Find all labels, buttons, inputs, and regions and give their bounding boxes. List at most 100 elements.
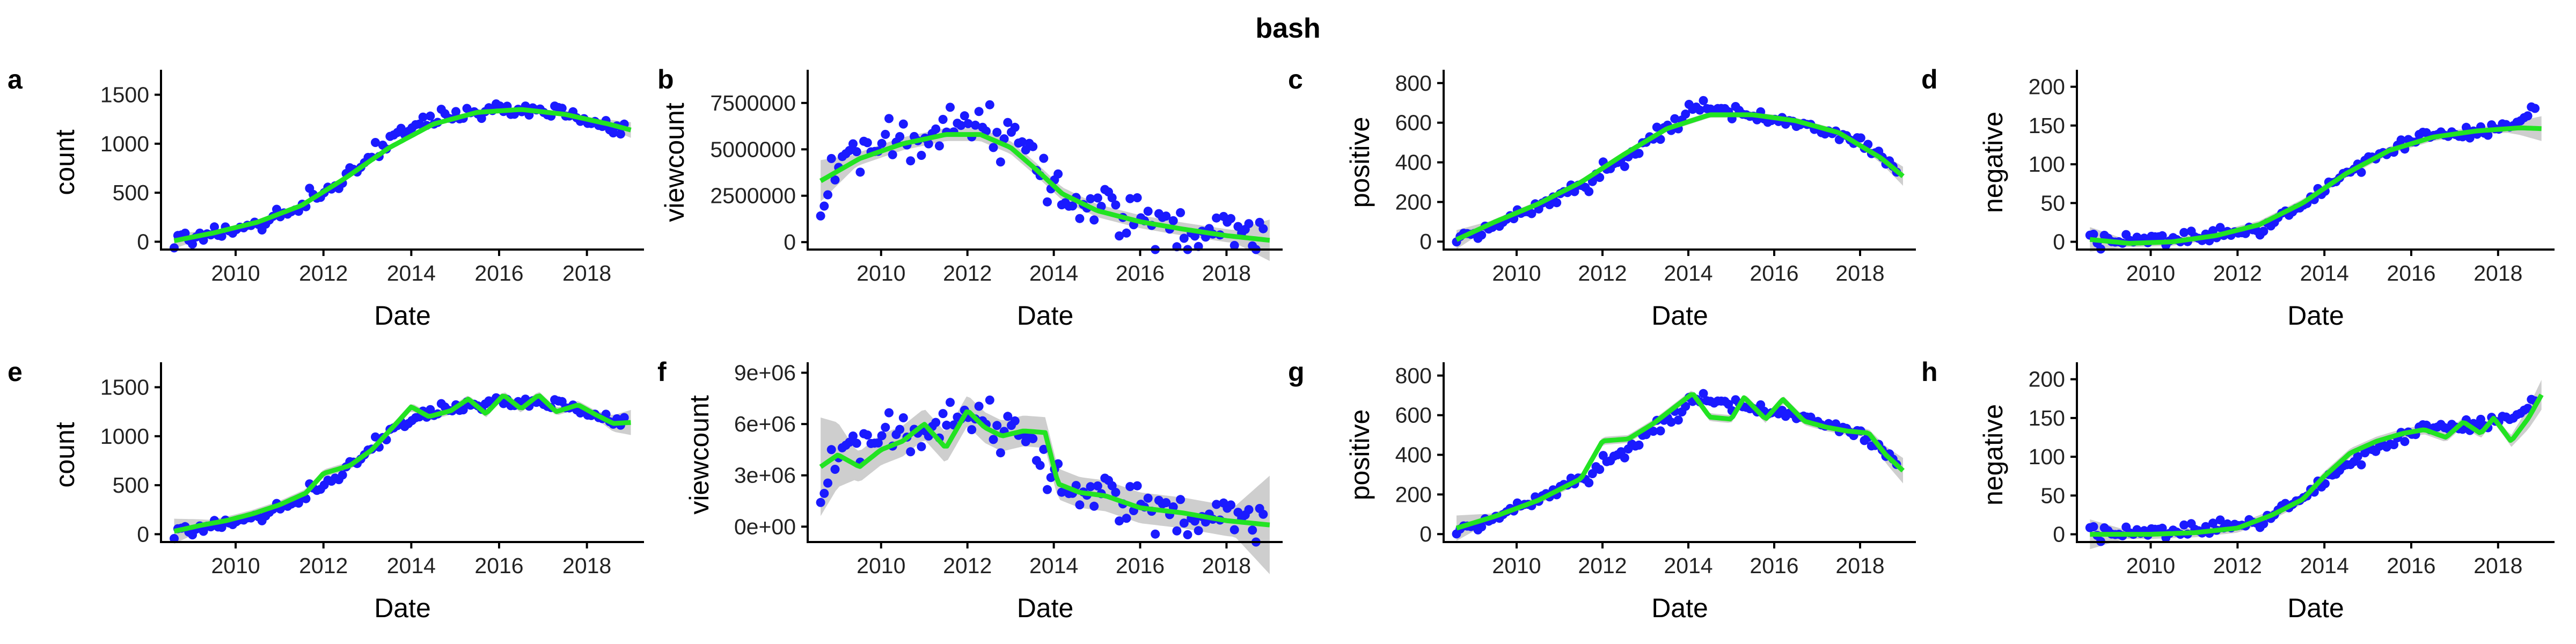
- panel-letter: e: [8, 357, 23, 387]
- x-tick-label: 2016: [1750, 553, 1798, 578]
- data-point: [414, 119, 424, 129]
- data-point: [1477, 522, 1487, 532]
- data-point: [888, 150, 897, 159]
- data-point: [1039, 153, 1049, 163]
- data-point: [826, 445, 836, 455]
- data-point: [1122, 514, 1131, 523]
- x-tick-label: 2014: [387, 261, 436, 286]
- data-point: [1587, 469, 1597, 479]
- data-point: [934, 141, 944, 151]
- data-point: [1634, 149, 1644, 158]
- y-tick-label: 600: [1395, 111, 1432, 135]
- panel-letter: a: [8, 64, 23, 94]
- data-point: [877, 431, 887, 441]
- y-tick-label: 200: [1395, 482, 1432, 507]
- data-point: [1028, 434, 1038, 443]
- data-point: [884, 408, 894, 418]
- confidence-band: [821, 396, 1270, 574]
- y-tick-label: 600: [1395, 403, 1432, 428]
- x-axis-label: Date: [374, 301, 431, 331]
- x-axis-label: Date: [1017, 301, 1074, 331]
- y-tick-label: 0: [1419, 522, 1432, 546]
- y-tick-label: 0: [784, 230, 796, 254]
- x-axis-label: Date: [1017, 593, 1074, 623]
- data-point: [906, 156, 916, 166]
- panel-g: g 2010 2012 2014 2016 2018 0 200 400 600 800 Date po…: [1288, 357, 1916, 623]
- x-tick-label: 2016: [2387, 553, 2435, 578]
- data-point: [2400, 437, 2410, 447]
- x-tick-label: 2016: [1116, 553, 1165, 578]
- data-point: [2353, 452, 2362, 462]
- panel-a: a 2010 2012 2014 2016 2018 0 500 1000 1500 Date cou…: [8, 64, 644, 331]
- data-point: [2208, 518, 2218, 528]
- scatter-points: [170, 393, 629, 543]
- x-tick-label: 2014: [1029, 261, 1078, 286]
- data-point: [1212, 500, 1221, 509]
- x-axis-label: Date: [2287, 301, 2344, 331]
- data-point: [1010, 416, 1020, 426]
- data-point: [1115, 231, 1124, 241]
- data-point: [960, 111, 969, 121]
- data-point: [862, 138, 872, 148]
- y-axis-label: viewcount: [660, 103, 690, 222]
- fit-line: [173, 393, 631, 534]
- x-tick-label: 2018: [1835, 261, 1884, 286]
- confidence-band: [821, 128, 1270, 261]
- data-point: [2157, 231, 2167, 240]
- data-point: [180, 229, 190, 238]
- data-point: [1086, 194, 1095, 203]
- data-point: [982, 126, 991, 136]
- data-point: [1244, 219, 1254, 229]
- y-axis-label: positive: [1345, 409, 1375, 501]
- x-tick-label: 2016: [2387, 261, 2435, 286]
- data-point: [1043, 197, 1052, 207]
- y-axis-label: count: [50, 422, 80, 487]
- data-point: [938, 115, 948, 124]
- x-axis-label: Date: [2287, 593, 2344, 623]
- data-point: [967, 425, 977, 435]
- panel-letter: d: [1921, 64, 1938, 94]
- data-point: [1039, 444, 1049, 454]
- data-point: [217, 523, 226, 532]
- data-point: [1028, 142, 1038, 151]
- data-point: [1190, 231, 1199, 241]
- data-point: [924, 139, 933, 149]
- x-tick-label: 2014: [387, 553, 436, 578]
- data-point: [970, 120, 980, 130]
- y-tick-label: 400: [1395, 150, 1432, 175]
- fit-line: [819, 409, 1270, 528]
- data-point: [1190, 516, 1199, 526]
- data-point: [1681, 109, 1690, 119]
- data-point: [877, 138, 887, 148]
- x-tick-label: 2012: [2213, 553, 2262, 578]
- data-point: [217, 231, 226, 241]
- data-point: [371, 138, 380, 147]
- data-point: [942, 420, 952, 430]
- y-axis-label: negative: [1978, 404, 2008, 506]
- data-point: [931, 124, 941, 134]
- data-point: [992, 128, 1002, 137]
- y-tick-label: 0: [1419, 229, 1432, 254]
- data-point: [862, 430, 872, 440]
- scatter-points: [816, 396, 1268, 547]
- data-point: [938, 409, 948, 419]
- x-tick-label: 2014: [1664, 261, 1713, 286]
- data-point: [1587, 177, 1597, 186]
- y-tick-label: 5000000: [710, 137, 796, 162]
- data-point: [819, 201, 829, 211]
- y-axis-label: count: [50, 129, 80, 195]
- y-tick-label: 2500000: [710, 184, 796, 208]
- data-point: [848, 431, 858, 441]
- data-point: [1673, 415, 1683, 425]
- data-point: [884, 114, 894, 123]
- x-tick-label: 2012: [943, 261, 992, 286]
- y-tick-label: 150: [2029, 406, 2065, 430]
- data-point: [609, 128, 618, 138]
- data-point: [881, 422, 890, 432]
- x-axis-label: Date: [374, 593, 431, 623]
- panel-letter: f: [657, 357, 667, 387]
- x-tick-label: 2010: [1492, 261, 1541, 286]
- data-point: [2357, 167, 2366, 177]
- scatter-points: [1452, 389, 1901, 539]
- y-tick-label: 200: [2029, 367, 2065, 392]
